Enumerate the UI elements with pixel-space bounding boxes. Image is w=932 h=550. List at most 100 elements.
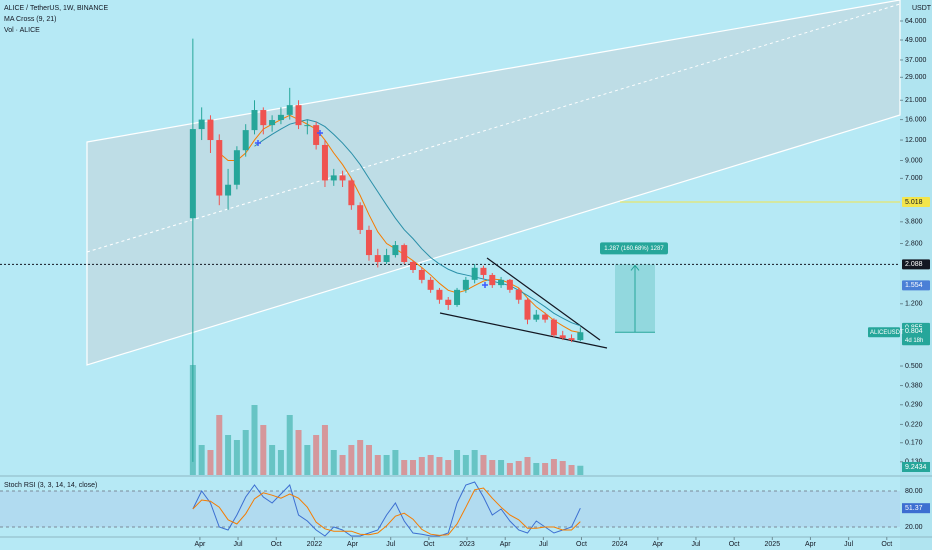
moving-average: [218, 114, 581, 334]
x-tick-label: 2024: [612, 541, 628, 548]
candle-body: [533, 314, 540, 320]
candle-body: [489, 274, 496, 286]
channel-midline: [86, 3, 901, 253]
last-price-bg: [902, 327, 930, 346]
volume-bar: [374, 455, 381, 475]
candle-body: [198, 119, 205, 130]
measure-label: 1.287 (160.68%) 1287: [604, 246, 664, 252]
volume-bar: [454, 450, 461, 475]
candle-body: [559, 335, 566, 339]
candle-body: [207, 119, 214, 141]
volume-bar: [392, 450, 399, 475]
candle-body: [436, 289, 443, 300]
candle-body: [392, 245, 399, 256]
candle-body: [357, 205, 364, 230]
volume-label-bg: [902, 462, 930, 472]
y-tick-label: 0.500: [905, 363, 923, 370]
header: ALICE / TetherUS, 1W, BINANCE: [4, 5, 108, 12]
volume-bar: [568, 465, 575, 475]
x-tick-label: Apr: [347, 541, 359, 548]
volume-bar: [427, 455, 434, 475]
candle-body: [383, 255, 390, 262]
price-label-bg: [902, 280, 930, 291]
rsi-label-bg: [902, 503, 930, 514]
volume-bar: [401, 460, 408, 475]
volume-bar: [216, 415, 223, 475]
price-label: 5.018: [905, 199, 923, 206]
volume-bar: [251, 405, 258, 475]
cross-marker: [317, 130, 323, 136]
x-tick-label: Oct: [729, 541, 740, 548]
volume-bar: [269, 445, 276, 475]
volume-bar: [462, 455, 469, 475]
measure-label-bg: [600, 242, 668, 255]
measure-arrowhead: [630, 264, 640, 271]
x-tick-label: Apr: [500, 541, 512, 548]
candle-body: [277, 114, 284, 121]
symbol-bg: [868, 327, 900, 338]
candle-body: [498, 279, 505, 286]
volume-bar: [506, 463, 513, 475]
candle-body: [568, 338, 575, 341]
candle-body: [365, 229, 372, 256]
y-tick-label: 1.200: [905, 301, 923, 308]
candle-body: [225, 184, 232, 196]
volume-bar: [304, 445, 311, 475]
rsi-tick-label: 20.00: [905, 524, 923, 531]
x-tick-label: Oct: [423, 541, 434, 548]
volume-bar: [550, 459, 557, 475]
x-tick-label: 2023: [459, 541, 475, 548]
candle-body: [286, 105, 293, 115]
rsi-label: 51.37: [905, 505, 923, 512]
candle-body: [216, 140, 223, 196]
volume-bar: [233, 440, 240, 475]
candle-body: [524, 299, 531, 320]
rsi-title: Stoch RSI (3, 3, 14, 14, close): [4, 482, 97, 489]
header: Vol · ALICE: [4, 27, 40, 34]
y-tick-label: 7.000: [905, 175, 923, 182]
volume-bar: [225, 435, 232, 475]
y-tick-label: 9.000: [905, 157, 923, 164]
price-label-bg: [902, 197, 930, 208]
volume-bar: [471, 450, 478, 475]
candle-body: [542, 314, 549, 320]
rsi-tick-label: 80.00: [905, 488, 923, 495]
volume-bar: [445, 460, 452, 475]
candle-body: [506, 279, 513, 290]
candle-body: [260, 110, 267, 126]
volume-bar: [524, 457, 531, 475]
x-tick-label: 2022: [307, 541, 323, 548]
volume-bar: [277, 450, 284, 475]
y-tick-label: 21.000: [905, 97, 927, 104]
candle-body: [550, 319, 557, 336]
candle-body: [480, 267, 487, 275]
y-tick-label: 49.000: [905, 37, 927, 44]
candle-body: [321, 144, 328, 181]
candle-body: [295, 105, 302, 126]
volume-bar: [410, 460, 417, 475]
moving-average: [254, 119, 581, 327]
cross-marker: [482, 282, 488, 288]
wedge-line: [486, 257, 601, 341]
candle-body: [454, 289, 461, 305]
y-tick-label: 0.170: [905, 440, 923, 447]
price-label: 2.088: [905, 261, 923, 268]
candle-body: [348, 180, 355, 206]
volume-bar: [295, 430, 302, 475]
volume-bar: [577, 465, 584, 475]
rsi-line: [192, 487, 581, 536]
channel: [86, 0, 901, 366]
symbol-label: ALICEUSDT: [870, 330, 904, 336]
volume-bar: [339, 455, 346, 475]
volume-bar: [489, 460, 496, 475]
candle-body: [410, 261, 417, 270]
volume-bar: [321, 425, 328, 475]
volume-bar: [365, 445, 372, 475]
price-label-bg: [902, 259, 930, 270]
countdown: 4d 18h: [905, 338, 923, 344]
candle-body: [401, 245, 408, 262]
candle-body: [515, 289, 522, 300]
wedge-line: [439, 312, 608, 349]
y-tick-label: 0.380: [905, 382, 923, 389]
x-tick-label: Jul: [234, 541, 243, 548]
